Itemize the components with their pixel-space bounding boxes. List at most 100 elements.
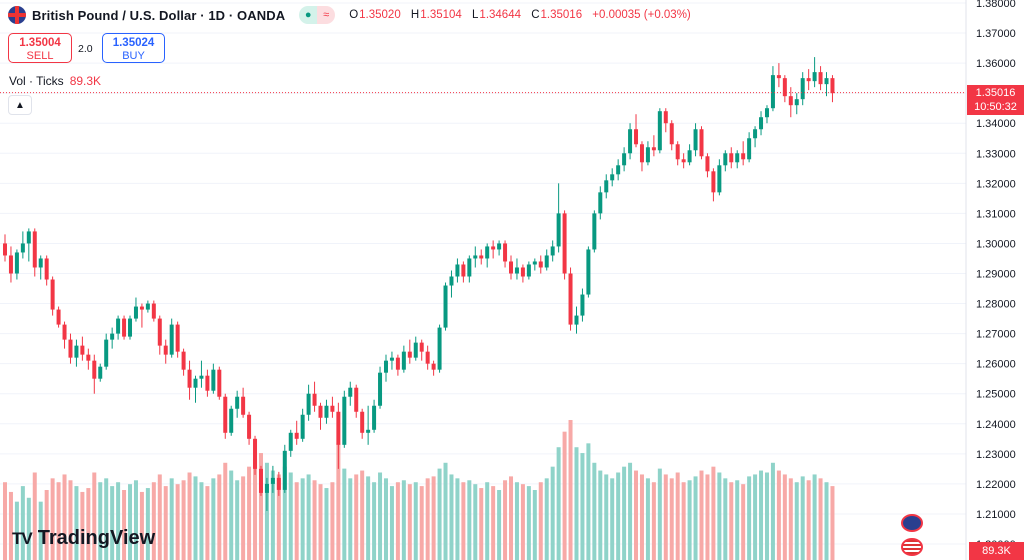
tradingview-logo-text: TradingView: [37, 527, 156, 549]
candle-body: [139, 306, 144, 310]
candle-body: [241, 396, 246, 415]
price-tick-label: 1.26000: [976, 359, 1016, 371]
volume-bar: [788, 478, 793, 560]
price-tick-label: 1.37000: [976, 28, 1016, 40]
volume-price-tag: 89.3K: [969, 542, 1024, 560]
volume-bar: [56, 482, 61, 560]
volume-bar: [258, 453, 263, 560]
candle-body: [3, 243, 7, 256]
volume-bar: [62, 474, 67, 560]
candle-body: [812, 72, 817, 82]
volume-bar: [342, 468, 347, 560]
candle-body: [818, 72, 823, 85]
volume-bar: [568, 420, 573, 560]
candle-body: [276, 477, 281, 490]
volume-bar: [169, 478, 174, 560]
volume-bar: [419, 486, 424, 560]
candle-body: [449, 276, 454, 286]
candle-body: [38, 258, 43, 268]
indicator-status-pill[interactable]: ● ≈: [299, 6, 336, 24]
candle-body: [26, 231, 31, 244]
volume-bar: [229, 470, 234, 560]
volume-bar: [38, 501, 43, 560]
candle-body: [44, 258, 49, 280]
volume-bar: [604, 474, 609, 560]
candle-body: [467, 258, 472, 277]
volume-bar: [264, 462, 269, 560]
candle-body: [645, 147, 650, 163]
candle-body: [235, 396, 240, 409]
candle-body: [145, 303, 150, 310]
candle-body: [788, 96, 793, 106]
tradingview-logo-icon: TV: [12, 528, 33, 548]
candle-body: [598, 192, 603, 214]
symbol-header: British Pound / U.S. Dollar · 1D · OANDA…: [8, 6, 698, 24]
volume-bar: [467, 480, 472, 560]
candle-body: [729, 153, 734, 163]
collapse-chevron-up-icon[interactable]: ▲: [8, 95, 32, 115]
volume-bar: [741, 484, 746, 560]
candle-body: [759, 117, 764, 130]
volume-bar: [32, 472, 37, 560]
price-axis[interactable]: 1.380001.370001.360001.350001.340001.330…: [965, 0, 1016, 560]
candle-body: [497, 243, 502, 250]
dot-icon[interactable]: ●: [299, 6, 318, 24]
volume-bar: [378, 472, 383, 560]
candle-body: [300, 414, 305, 439]
candle-body: [437, 327, 442, 370]
price-tick-label: 1.21000: [976, 509, 1016, 521]
candle-body: [568, 273, 573, 325]
volume-bar: [383, 478, 388, 560]
candle-body: [389, 357, 394, 361]
volume-bar: [80, 491, 85, 560]
volume-bar: [157, 474, 162, 560]
candle-body: [562, 213, 567, 274]
sell-button[interactable]: 1.35004 SELL: [8, 33, 72, 63]
price-tick-label: 1.23000: [976, 449, 1016, 461]
volume-legend[interactable]: Vol · Ticks 89.3K: [9, 74, 101, 88]
usd-event-flag-icon[interactable]: [901, 538, 923, 556]
candle-body: [110, 333, 115, 340]
volume-bar: [74, 486, 79, 560]
volume-bar: [211, 478, 216, 560]
volume-bar: [354, 474, 359, 560]
candle-body: [586, 249, 591, 295]
volume-bar: [806, 480, 811, 560]
candle-body: [747, 138, 752, 160]
candle-body: [163, 345, 168, 355]
volume-bar: [443, 462, 448, 560]
buy-button[interactable]: 1.35024 BUY: [102, 33, 165, 63]
symbol-title[interactable]: British Pound / U.S. Dollar · 1D · OANDA: [32, 7, 286, 23]
volume-bar: [485, 482, 490, 560]
candle-body: [473, 255, 478, 259]
candle-body: [217, 369, 222, 397]
volume-bar: [461, 482, 466, 560]
buy-price: 1.35024: [112, 37, 155, 49]
low-value: 1.34644: [479, 9, 521, 21]
volume-bar: [550, 466, 555, 560]
volume-bar: [574, 447, 579, 560]
volume-bar: [556, 447, 561, 560]
candle-body: [485, 246, 490, 259]
volume-bar: [598, 470, 603, 560]
volume-bar: [98, 482, 103, 560]
candle-body: [205, 375, 210, 391]
candle-body: [616, 165, 621, 175]
candle-body: [282, 450, 287, 490]
gbp-event-flag-icon[interactable]: [901, 514, 923, 532]
price-tick-label: 1.28000: [976, 299, 1016, 311]
volume-bar: [711, 466, 716, 560]
volume-bar: [104, 478, 109, 560]
volume-bar: [764, 472, 769, 560]
candle-body: [169, 324, 174, 355]
candle-body: [634, 129, 639, 145]
candle-body: [693, 129, 698, 151]
candle-body: [425, 351, 430, 364]
tradingview-logo[interactable]: TV TradingView: [12, 527, 155, 550]
candle-body: [503, 243, 508, 262]
candle-body: [366, 429, 371, 433]
volume-bar: [133, 480, 138, 560]
wave-icon[interactable]: ≈: [317, 6, 336, 24]
volume-bar: [217, 474, 222, 560]
